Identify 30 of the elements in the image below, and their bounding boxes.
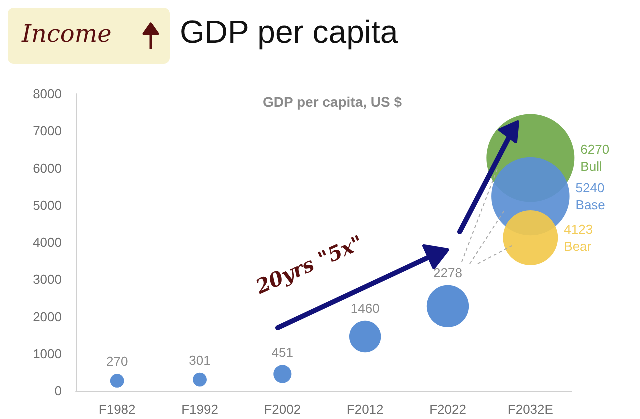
chart-subtitle: GDP per capita, US $ xyxy=(263,94,402,110)
series-label: Bear xyxy=(564,238,592,254)
y-tick-label: 8000 xyxy=(33,86,62,102)
x-tick-label: F1992 xyxy=(182,402,218,417)
chart-title: GDP per capita xyxy=(180,14,398,51)
x-tick-label: F2022 xyxy=(430,402,466,417)
x-tick-label: F2012 xyxy=(346,402,384,417)
text: Income xyxy=(22,20,112,48)
data-label: 1460 xyxy=(350,300,380,316)
data-label: 270 xyxy=(106,354,128,370)
y-tick-label: 5000 xyxy=(33,198,62,213)
x-tick-label: F1982 xyxy=(98,402,136,417)
data-label: 2278 xyxy=(434,265,462,280)
data-label: 451 xyxy=(272,345,294,360)
data-label: 4123 xyxy=(564,222,594,237)
y-tick-label: 4000 xyxy=(33,235,62,250)
y-tick-label: 0 xyxy=(54,384,62,398)
x-tick-label: F2002 xyxy=(264,402,302,417)
x-tick-label: F2032E xyxy=(508,402,554,417)
annotation: 20yrs "5x" xyxy=(252,230,367,299)
y-tick-label: 6000 xyxy=(33,160,62,176)
series-label: Base xyxy=(576,197,606,212)
y-tick-label: 2000 xyxy=(33,309,62,324)
y-tick-label: 3000 xyxy=(33,272,62,288)
y-tick-label: 1000 xyxy=(33,346,62,362)
data-label: 5240 xyxy=(576,180,605,196)
series-label: Bull xyxy=(580,159,602,174)
data-label: 6270 xyxy=(580,142,610,158)
y-tick-label: 7000 xyxy=(33,124,62,139)
data-label: 301 xyxy=(189,352,211,368)
